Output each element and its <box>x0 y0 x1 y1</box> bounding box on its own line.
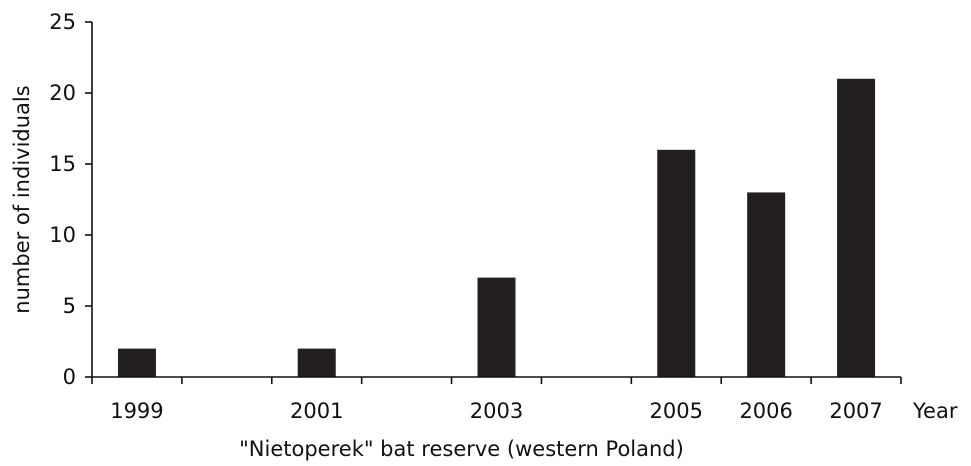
x-axis-end-label: Year <box>912 399 958 423</box>
x-tick-label: 1999 <box>110 399 163 423</box>
bar-2006 <box>747 192 786 377</box>
bar-2003 <box>477 277 516 377</box>
bar-2007 <box>837 78 876 378</box>
x-tick-label: 2007 <box>829 399 882 423</box>
bar-2005 <box>657 149 696 377</box>
bars <box>117 78 876 378</box>
y-tick-label: 5 <box>63 294 76 318</box>
x-tick-label: 2001 <box>290 399 343 423</box>
y-tick-label: 25 <box>49 10 76 34</box>
y-tick-label: 10 <box>49 223 76 247</box>
x-tick-label: 2005 <box>650 399 703 423</box>
y-axis-ticks: 0 5 10 15 20 25 <box>49 10 92 389</box>
x-tick-label: 2003 <box>470 399 523 423</box>
y-axis-title: number of individuals <box>10 85 34 313</box>
bar-1999 <box>117 348 156 377</box>
bar-2001 <box>297 348 336 377</box>
x-axis-title: "Nietoperek" bat reserve (western Poland… <box>239 437 684 461</box>
x-tick-label: 2006 <box>739 399 792 423</box>
x-axis-ticks: 1999 2001 2003 2005 2006 2007 <box>91 377 902 423</box>
y-tick-label: 0 <box>63 365 76 389</box>
y-tick-label: 20 <box>49 81 76 105</box>
y-tick-label: 15 <box>49 152 76 176</box>
